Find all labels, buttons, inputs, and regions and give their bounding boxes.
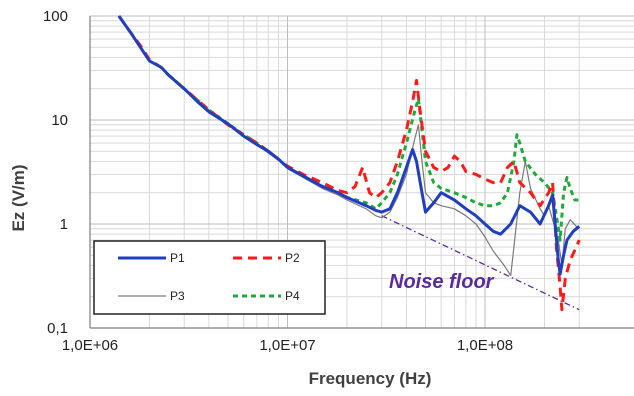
legend-item-p1: P1 bbox=[118, 251, 185, 265]
x-tick-labels: 1,0E+06 1,0E+07 1,0E+08 bbox=[62, 337, 513, 354]
legend-item-p4: P4 bbox=[233, 289, 300, 303]
legend: P1 P2 P3 P4 bbox=[93, 240, 326, 315]
y-tick-label: 100 bbox=[43, 8, 68, 25]
y-tick-label: 0,1 bbox=[47, 320, 68, 337]
noise-floor-line bbox=[381, 215, 580, 311]
legend-item-p3: P3 bbox=[118, 289, 185, 303]
legend-item-p2: P2 bbox=[233, 251, 300, 265]
legend-label: P1 bbox=[170, 251, 185, 265]
noise-floor-layer bbox=[381, 215, 580, 311]
noise-floor-annotation: Noise floor bbox=[389, 271, 495, 293]
series-line-p1 bbox=[117, 15, 581, 276]
y-tick-labels: 0,1 1 10 100 bbox=[43, 8, 68, 337]
y-tick-label: 10 bbox=[51, 112, 68, 129]
series-layer bbox=[117, 15, 581, 312]
legend-label: P2 bbox=[285, 251, 300, 265]
major-gridlines bbox=[89, 15, 634, 329]
x-tick-label: 1,0E+08 bbox=[457, 337, 513, 354]
legend-label: P3 bbox=[170, 289, 185, 303]
legend-box bbox=[93, 240, 326, 315]
x-tick-label: 1,0E+06 bbox=[62, 337, 118, 354]
x-tick-label: 1,0E+07 bbox=[259, 337, 315, 354]
y-axis-title: Ez (V/m) bbox=[9, 164, 28, 231]
y-tick-label: 1 bbox=[60, 216, 68, 233]
series-line-p4 bbox=[167, 73, 580, 242]
minor-gridlines bbox=[90, 16, 634, 328]
legend-label: P4 bbox=[285, 289, 300, 303]
x-axis-title: Frequency (Hz) bbox=[309, 369, 432, 388]
